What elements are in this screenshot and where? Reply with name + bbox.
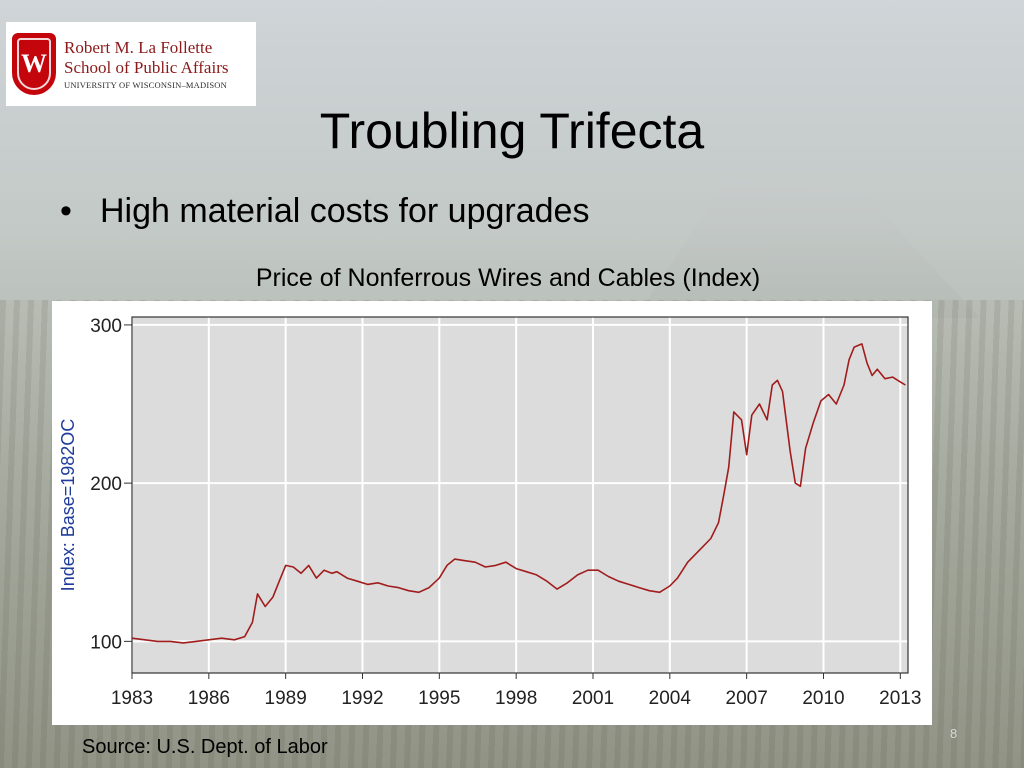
crest-letter: W bbox=[21, 49, 47, 78]
x-tick-label: 1989 bbox=[265, 688, 307, 709]
x-tick-label: 2013 bbox=[879, 688, 921, 709]
x-tick-label: 2004 bbox=[649, 688, 692, 709]
plot-area bbox=[132, 317, 908, 673]
logo-line-2: School of Public Affairs bbox=[64, 58, 229, 77]
line-chart: 1983 1986 1989 1992 1995 1998 2001 2004 2007 2010… bbox=[58, 316, 921, 709]
y-axis-label: Index: Base=1982OC bbox=[58, 419, 78, 592]
bullet-text: High material costs for upgrades bbox=[100, 192, 590, 230]
background-mountain bbox=[635, 178, 980, 318]
x-tick-label: 1992 bbox=[341, 688, 383, 709]
x-tick-label: 2001 bbox=[572, 688, 614, 709]
series-line bbox=[131, 343, 906, 644]
x-tick-label: 2007 bbox=[726, 688, 768, 709]
x-tick-label: 1995 bbox=[418, 688, 460, 709]
bullet-item: • High material costs for upgrades bbox=[60, 192, 589, 231]
plot-frame bbox=[131, 316, 909, 674]
x-tick-label: 1998 bbox=[495, 688, 537, 709]
x-tick-label: 1983 bbox=[111, 688, 153, 709]
page-number: 8 bbox=[950, 726, 958, 741]
university-crest-icon: W bbox=[12, 33, 56, 95]
slide-title: Troubling Trifecta bbox=[319, 103, 705, 159]
x-tick-label: 2010 bbox=[802, 688, 844, 709]
logo-line-1: Robert M. La Follette bbox=[64, 38, 213, 57]
logo-text: Robert M. La Follette School of Public A… bbox=[64, 38, 228, 90]
y-tick-label: 200 bbox=[90, 474, 122, 495]
y-tick-label: 300 bbox=[90, 316, 122, 337]
y-tick-label: 100 bbox=[90, 632, 122, 653]
bullet-dot-icon: • bbox=[60, 192, 72, 230]
logo-line-3: UNIVERSITY OF WISCONSIN–MADISON bbox=[64, 80, 227, 90]
x-tick-label: 1986 bbox=[188, 688, 230, 709]
school-logo: W Robert M. La Follette School of Public… bbox=[6, 22, 256, 106]
chart-caption: Price of Nonferrous Wires and Cables (In… bbox=[255, 264, 761, 292]
source-note: Source: U.S. Dept. of Labor bbox=[82, 736, 328, 758]
chart-container: 1983 1986 1989 1992 1995 1998 2001 2004 2007 2010… bbox=[52, 301, 932, 725]
